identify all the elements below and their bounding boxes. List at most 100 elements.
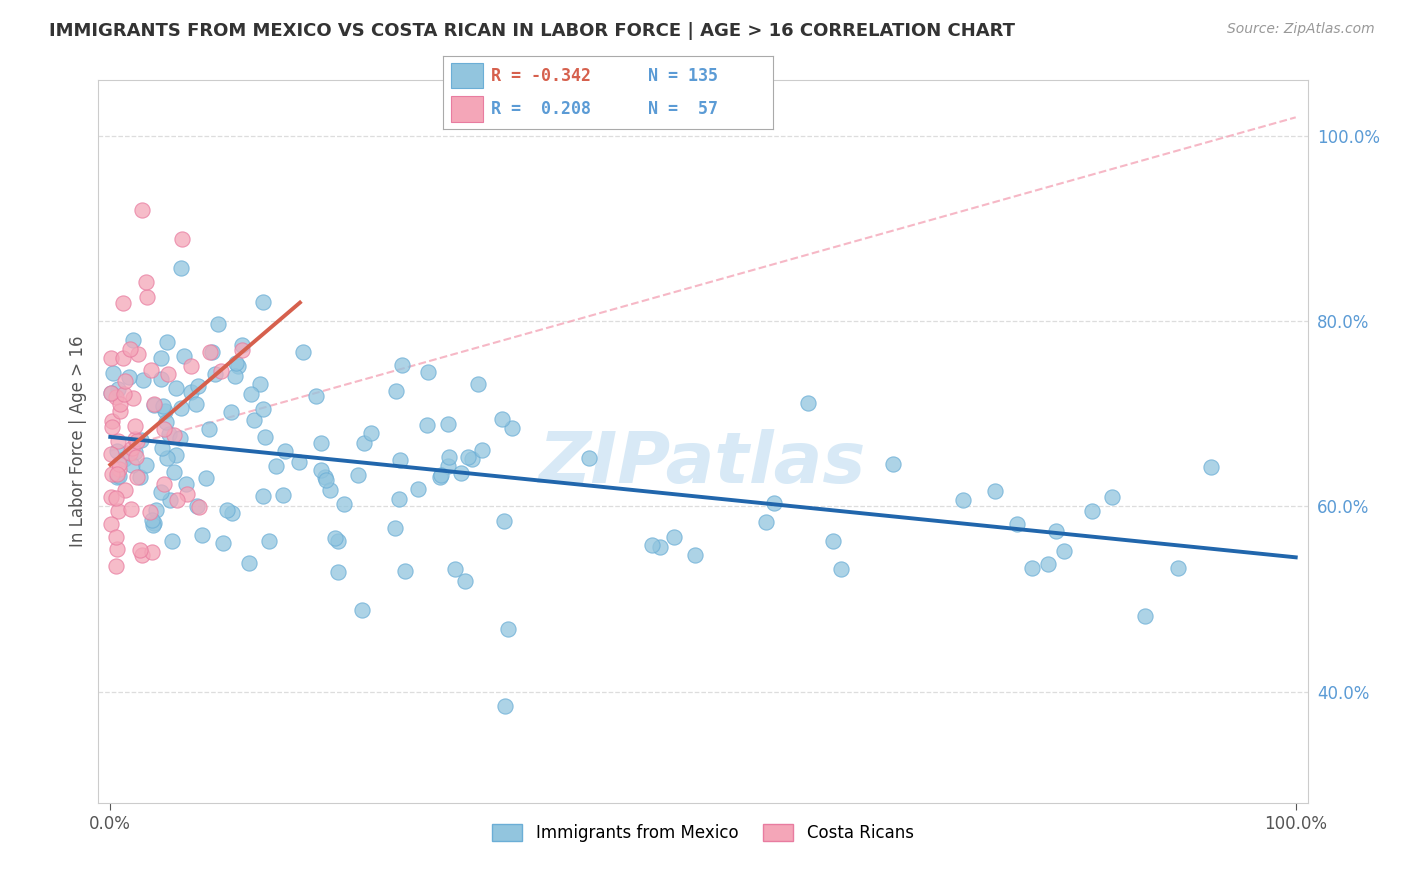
- Point: [121, 458, 143, 472]
- Point: [163, 428, 186, 442]
- Point: [353, 436, 375, 450]
- Point: [252, 295, 274, 310]
- Point: [125, 470, 148, 484]
- Point: [105, 541, 128, 556]
- Point: [131, 202, 153, 217]
- Point: [394, 564, 416, 578]
- Point: [249, 377, 271, 392]
- Point: [194, 471, 217, 485]
- Point: [984, 483, 1007, 498]
- Point: [150, 441, 173, 455]
- Point: [129, 469, 152, 483]
- Y-axis label: In Labor Force | Age > 16: In Labor Force | Age > 16: [69, 335, 87, 548]
- Point: [187, 378, 209, 392]
- Point: [152, 477, 174, 491]
- Point: [152, 422, 174, 436]
- Point: [252, 489, 274, 503]
- Point: [160, 534, 183, 549]
- Point: [136, 290, 159, 304]
- Point: [315, 473, 337, 487]
- Point: [388, 491, 411, 506]
- Point: [1167, 561, 1189, 575]
- Point: [352, 603, 374, 617]
- Point: [100, 467, 122, 482]
- Text: IMMIGRANTS FROM MEXICO VS COSTA RICAN IN LABOR FORCE | AGE > 16 CORRELATION CHAR: IMMIGRANTS FROM MEXICO VS COSTA RICAN IN…: [49, 22, 1015, 40]
- Point: [217, 503, 239, 517]
- Point: [1133, 609, 1156, 624]
- Point: [172, 232, 194, 246]
- Point: [121, 502, 143, 516]
- Point: [152, 399, 174, 413]
- Point: [228, 359, 250, 374]
- Point: [823, 533, 845, 548]
- Point: [830, 562, 852, 576]
- Point: [156, 367, 179, 381]
- Point: [100, 446, 122, 460]
- Point: [309, 463, 332, 477]
- Point: [100, 386, 122, 401]
- Point: [143, 398, 166, 412]
- Point: [221, 506, 243, 520]
- Point: [225, 356, 247, 370]
- Point: [406, 483, 429, 497]
- Point: [184, 397, 207, 411]
- Point: [1045, 524, 1067, 538]
- Point: [150, 485, 173, 500]
- Point: [501, 421, 523, 435]
- Point: [212, 536, 235, 550]
- Point: [219, 405, 242, 419]
- Point: [101, 366, 124, 380]
- Point: [754, 516, 776, 530]
- Point: [125, 434, 148, 448]
- Point: [494, 515, 516, 529]
- Point: [662, 530, 685, 544]
- Point: [120, 445, 142, 459]
- Point: [648, 540, 671, 554]
- Point: [1021, 561, 1043, 575]
- Point: [112, 452, 135, 467]
- Point: [952, 493, 974, 508]
- Point: [104, 559, 127, 574]
- Point: [314, 470, 336, 484]
- Point: [142, 518, 165, 533]
- Point: [143, 396, 166, 410]
- Point: [135, 458, 157, 472]
- Point: [287, 454, 309, 468]
- Point: [450, 467, 472, 481]
- Point: [323, 531, 346, 545]
- Point: [100, 490, 122, 504]
- Point: [347, 467, 370, 482]
- Point: [443, 562, 465, 576]
- Point: [100, 517, 122, 532]
- Text: R =  0.208: R = 0.208: [491, 100, 591, 119]
- Point: [108, 462, 131, 476]
- Point: [685, 548, 707, 562]
- Point: [231, 343, 253, 358]
- Point: [471, 442, 494, 457]
- Point: [763, 496, 786, 510]
- Point: [101, 419, 124, 434]
- Point: [124, 433, 146, 447]
- Point: [437, 417, 460, 431]
- Point: [1101, 490, 1123, 504]
- Point: [201, 345, 224, 359]
- Point: [1036, 558, 1059, 572]
- Text: N = 135: N = 135: [648, 67, 717, 85]
- Bar: [451, 62, 482, 88]
- Point: [124, 419, 146, 434]
- Point: [118, 343, 141, 357]
- Point: [176, 487, 198, 501]
- Point: [100, 351, 122, 366]
- Point: [391, 358, 413, 372]
- Text: R = -0.342: R = -0.342: [491, 67, 591, 85]
- Point: [384, 384, 406, 398]
- Point: [311, 436, 333, 450]
- Point: [166, 493, 188, 508]
- Point: [107, 434, 129, 448]
- Point: [112, 387, 135, 401]
- Point: [197, 422, 219, 436]
- Point: [138, 505, 160, 519]
- Point: [416, 366, 439, 380]
- Point: [114, 483, 136, 498]
- Point: [105, 444, 128, 458]
